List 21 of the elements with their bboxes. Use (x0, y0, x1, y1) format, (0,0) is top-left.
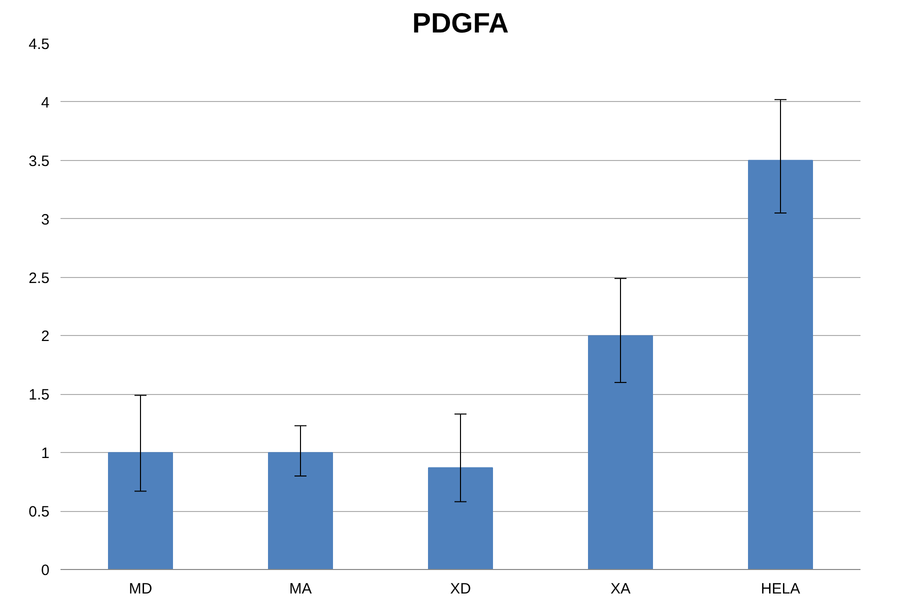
bar (268, 452, 333, 570)
y-tick-label: 3.5 (28, 152, 50, 170)
bar (108, 452, 173, 570)
y-tick-label: 0.5 (28, 504, 50, 521)
y-tick-label: 4 (41, 94, 50, 112)
y-tick-label: 2.5 (28, 270, 50, 287)
y-tick-label: 0 (41, 562, 50, 579)
chart-title: PDGFA (412, 8, 509, 38)
x-tick-label: MD (128, 580, 152, 598)
x-tick-label: XD (450, 580, 472, 598)
y-tick-label: 1 (41, 445, 50, 462)
y-tick-label: 4.5 (28, 36, 50, 53)
bar (748, 160, 813, 570)
y-tick-label: 2 (41, 328, 50, 346)
x-tick-label: XA (610, 580, 631, 598)
bar (588, 335, 653, 570)
bar (428, 467, 493, 570)
y-tick-label: 1.5 (28, 386, 50, 404)
y-tick-label: 3 (41, 211, 50, 228)
x-tick-label: MA (289, 580, 312, 598)
x-tick-label: HELA (760, 580, 800, 598)
